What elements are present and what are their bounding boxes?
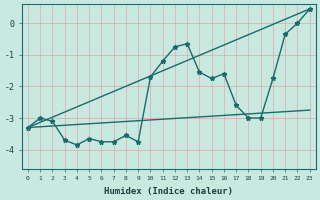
- X-axis label: Humidex (Indice chaleur): Humidex (Indice chaleur): [104, 187, 233, 196]
